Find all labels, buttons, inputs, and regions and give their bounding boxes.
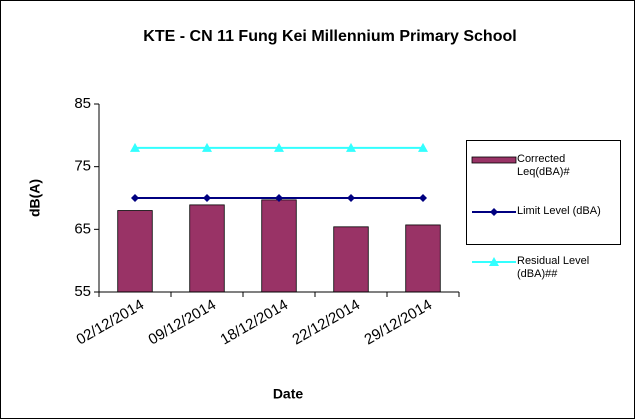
x-axis-label: Date <box>273 386 304 402</box>
legend-marker <box>490 208 498 216</box>
legend-entry: Limit Level (dBA) <box>517 205 601 217</box>
bar <box>405 224 441 293</box>
bar <box>333 226 369 293</box>
legend-entry: Residual Level (dBA)## <box>517 255 590 280</box>
y-axis-label: dB(A) <box>27 179 43 217</box>
point-marker <box>203 194 211 202</box>
chart-title: KTE - CN 11 Fung Kei Millennium Primary … <box>143 28 516 45</box>
point-marker <box>275 194 283 202</box>
point-marker <box>346 142 356 152</box>
point-marker <box>347 194 355 202</box>
legend-label: Limit Level (dBA) <box>517 205 601 217</box>
point-marker <box>419 194 427 202</box>
legend-swatch <box>471 156 517 164</box>
point-marker <box>131 194 139 202</box>
y-tick-label: 65 <box>74 220 91 237</box>
bar <box>261 199 297 293</box>
y-tick-label: 75 <box>74 158 91 175</box>
bar <box>117 210 153 293</box>
point-marker <box>202 142 212 152</box>
legend-label: Residual Level (dBA)## <box>517 255 590 280</box>
point-marker <box>274 142 284 152</box>
bar <box>189 204 225 293</box>
y-tick-label: 85 <box>74 95 91 112</box>
point-marker <box>130 142 140 152</box>
legend-label: Corrected Leq(dBA)# <box>517 153 570 178</box>
legend-marker <box>489 257 499 266</box>
y-tick-label: 55 <box>74 283 91 300</box>
point-marker <box>418 142 428 152</box>
legend-entry: Corrected Leq(dBA)# <box>517 153 570 178</box>
